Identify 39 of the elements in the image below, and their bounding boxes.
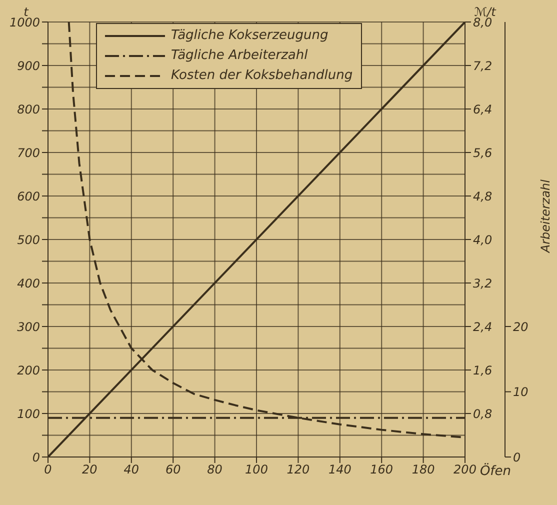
y3-tick-label: 10 [513,385,529,400]
y-tick-label: 400 [17,276,40,290]
y-tick-label: 500 [17,232,40,247]
y2-tick-label: 2,4 [473,320,492,334]
y2-tick-label: 0,8 [473,406,492,421]
x-tick-label: 100 [245,462,268,477]
y2-axis-title: ℳ/t [474,5,498,19]
y-tick-label: 700 [17,146,40,160]
x-tick-label: 0 [44,462,52,477]
y-tick-label: 600 [17,189,40,204]
y2-tick-label: 4,0 [473,232,492,247]
y2-tick-label: 3,2 [473,276,492,290]
legend-label: Kosten der Koksbehandlung [171,67,353,85]
y2-tick-label: 7,2 [473,58,492,73]
legend-label: Tägliche Kokserzeugung [171,27,328,45]
x-tick-label: 180 [412,462,436,477]
x-tick-label: 200 [454,462,477,477]
y3-axis-title: Arbeiterzahl [538,178,552,254]
y-tick-label: 300 [17,320,40,334]
y-tick-label: 900 [17,58,40,73]
y2-tick-label: 4,8 [473,189,492,204]
y-tick-label: 0 [32,450,40,464]
x-tick-label: 140 [328,462,352,477]
x-tick-label: 60 [165,462,182,477]
y-tick-label: 100 [17,406,40,421]
y2-tick-label: 5,6 [473,146,492,160]
x-axis-title: Öfen [480,463,511,479]
x-tick-label: 20 [82,462,98,477]
x-tick-label: 80 [207,462,223,477]
y-tick-label: 200 [17,363,40,378]
y2-tick-label: 1,6 [473,363,492,378]
y-tick-label: 800 [17,102,40,116]
x-tick-label: 120 [286,462,310,477]
y3-tick-label: 0 [513,450,521,464]
x-tick-label: 160 [370,462,394,477]
y2-tick-label: 6,4 [473,102,492,116]
legend-label: Tägliche Arbeiterzahl [171,47,308,65]
y3-tick-label: 20 [513,320,529,334]
x-tick-label: 40 [124,462,140,477]
